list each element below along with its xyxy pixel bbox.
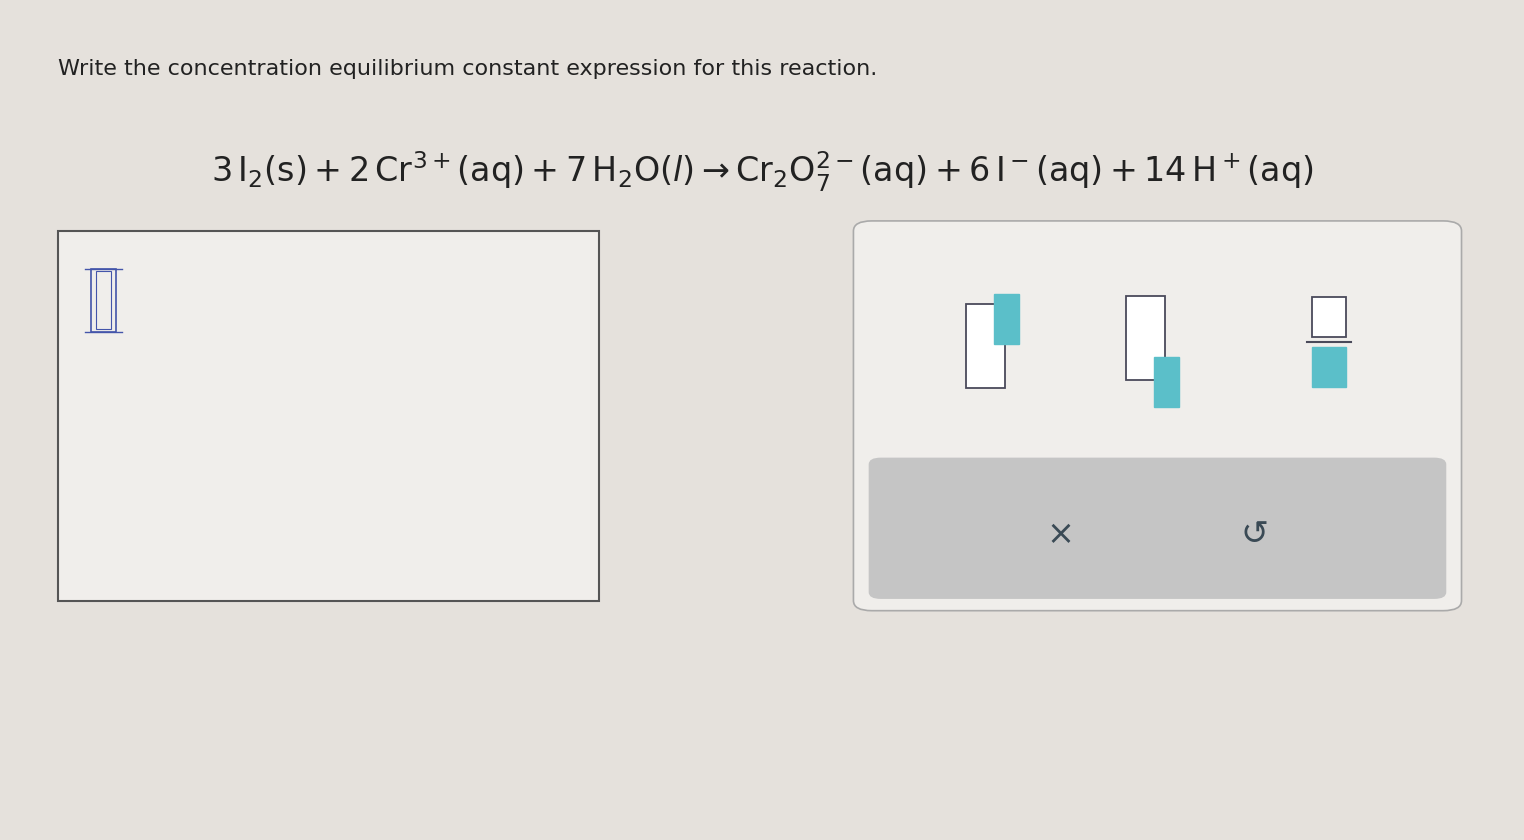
Text: ×: × bbox=[1047, 518, 1074, 551]
Text: ↺: ↺ bbox=[1241, 518, 1268, 551]
Text: Write the concentration equilibrium constant expression for this reaction.: Write the concentration equilibrium cons… bbox=[58, 59, 878, 79]
FancyBboxPatch shape bbox=[1312, 347, 1346, 387]
FancyBboxPatch shape bbox=[1154, 357, 1178, 407]
FancyBboxPatch shape bbox=[1312, 297, 1346, 337]
FancyBboxPatch shape bbox=[994, 294, 1018, 344]
FancyBboxPatch shape bbox=[869, 458, 1446, 599]
FancyBboxPatch shape bbox=[966, 304, 1006, 388]
FancyBboxPatch shape bbox=[853, 221, 1462, 611]
Text: $3\,\mathrm{I_2(s)}+2\,\mathrm{Cr^{3+}(aq)}+7\,\mathrm{H_2O(\mathit{l})}\rightar: $3\,\mathrm{I_2(s)}+2\,\mathrm{Cr^{3+}(a… bbox=[210, 150, 1314, 194]
FancyBboxPatch shape bbox=[1126, 296, 1166, 380]
FancyBboxPatch shape bbox=[58, 231, 599, 601]
